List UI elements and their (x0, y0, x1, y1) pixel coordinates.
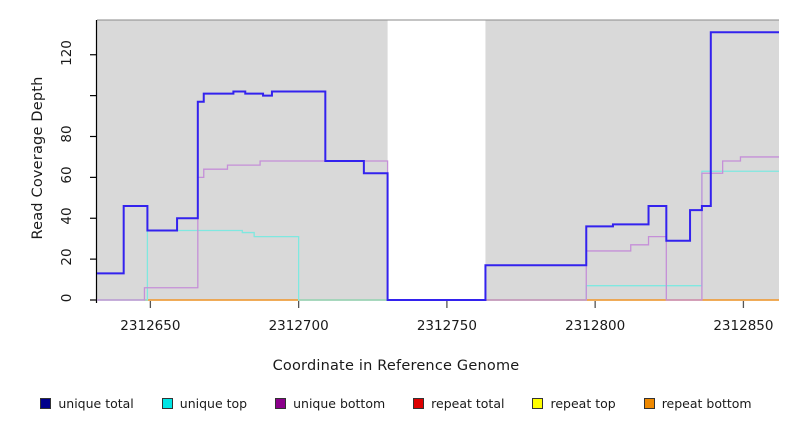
legend-swatch-icon (161, 398, 173, 409)
legend-label: unique total (58, 396, 134, 411)
x-tick-label: 2312700 (268, 318, 329, 334)
legend-swatch-icon (40, 398, 52, 409)
x-tick-label: 2312800 (565, 318, 626, 334)
series-line-unique-bottom (97, 156, 779, 301)
x-tick-label: 2312650 (120, 318, 181, 334)
x-axis-title: Coordinate in Reference Genome (272, 358, 520, 374)
legend-item: unique total (40, 396, 134, 411)
legend-item: unique top (161, 396, 248, 411)
chart-legend: unique total unique top unique bottom repea… (0, 396, 792, 411)
plot-panel-left (97, 20, 388, 300)
x-tick-label: 2312850 (713, 318, 774, 334)
legend-item: unique bottom (275, 396, 385, 411)
series-line-unique-total (97, 31, 779, 301)
y-tick-label: 120 (59, 39, 75, 66)
legend-label: repeat total (431, 396, 505, 411)
y-tick-label: 20 (59, 248, 75, 266)
legend-item: repeat total (413, 396, 504, 411)
y-tick-label: 80 (59, 125, 75, 144)
y-tick-label: 40 (59, 207, 75, 225)
legend-swatch-icon (413, 398, 425, 409)
legend-item: repeat bottom (643, 396, 752, 411)
legend-label: repeat top (550, 396, 616, 411)
y-axis-title: Read Coverage Depth (30, 76, 46, 240)
legend-swatch-icon (532, 398, 544, 409)
legend-swatch-icon (275, 398, 287, 409)
y-tick-label: 0 (59, 293, 75, 303)
plot-panel-right (485, 20, 779, 300)
legend-swatch-icon (643, 398, 655, 409)
x-tick-label: 2312750 (416, 318, 477, 334)
legend-label: unique top (179, 396, 248, 411)
y-tick-label: 60 (59, 166, 75, 184)
legend-item: repeat top (532, 396, 616, 411)
legend-label: repeat bottom (661, 396, 752, 411)
legend-label: unique bottom (293, 396, 386, 411)
